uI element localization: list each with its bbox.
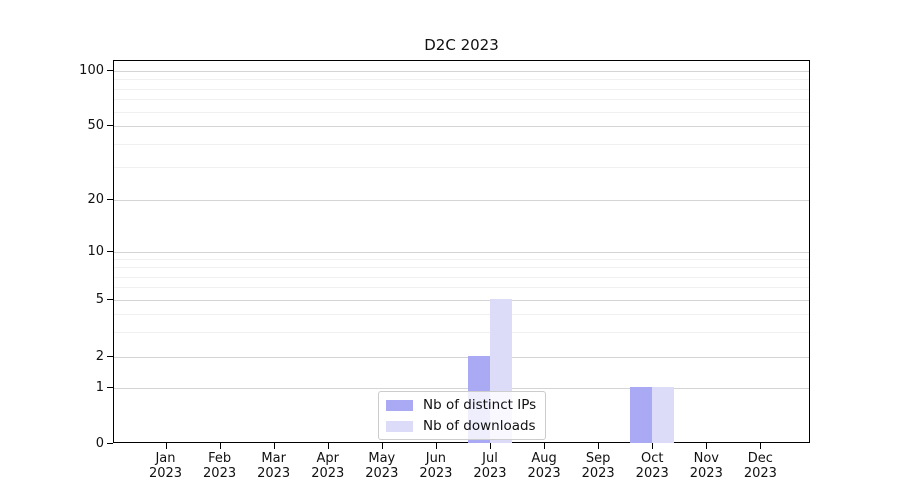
gridline-minor (114, 259, 809, 261)
gridline-minor (114, 276, 809, 278)
x-tick-mark (489, 443, 491, 449)
legend: Nb of distinct IPs Nb of downloads (378, 391, 546, 440)
x-tick-mark (544, 443, 546, 449)
x-tick-mark (598, 443, 600, 449)
x-tick-month: May (368, 451, 396, 466)
legend-swatch (386, 420, 413, 432)
gridline-major (114, 200, 809, 201)
y-tick-label: 10 (87, 243, 104, 259)
x-tick-label: Nov 2023 (676, 451, 736, 481)
gridline-major (114, 388, 809, 389)
gridline-major (114, 357, 809, 358)
x-tick-mark (652, 443, 654, 449)
x-tick-year: 2023 (311, 466, 345, 481)
x-tick-mark (327, 443, 329, 449)
x-tick-label: Feb 2023 (190, 451, 250, 481)
gridline-minor (114, 313, 809, 315)
x-tick-year: 2023 (473, 466, 507, 481)
legend-row: Nb of downloads (386, 418, 537, 434)
gridline-minor (114, 79, 809, 81)
gridline-minor (114, 287, 809, 289)
x-tick-year: 2023 (419, 466, 453, 481)
x-tick-mark (273, 443, 275, 449)
x-tick-mark (706, 443, 708, 449)
legend-swatch (386, 399, 413, 411)
x-tick-label: Jul 2023 (460, 451, 520, 481)
y-tick-label: 1 (95, 379, 104, 395)
bar-nb-of-distinct-ips-oct (630, 387, 653, 443)
gridline-major (114, 71, 809, 72)
gridline-minor (114, 144, 809, 146)
y-tick-mark (107, 387, 113, 388)
legend-row: Nb of distinct IPs (386, 397, 537, 413)
gridline-minor (114, 167, 809, 169)
gridline-minor (114, 111, 809, 113)
plot-area (113, 60, 810, 443)
y-tick-mark (107, 125, 113, 126)
x-tick-mark (219, 443, 221, 449)
y-tick-mark (107, 299, 113, 300)
x-tick-month: Jan (155, 451, 176, 466)
x-tick-label: Apr 2023 (298, 451, 358, 481)
y-tick-label: 0 (95, 435, 104, 451)
y-tick-mark (107, 443, 113, 444)
x-tick-label: Mar 2023 (244, 451, 304, 481)
x-tick-mark (381, 443, 383, 449)
legend-label: Nb of distinct IPs (423, 397, 537, 413)
gridline-major (114, 300, 809, 301)
gridline-minor (114, 88, 809, 90)
x-tick-year: 2023 (257, 466, 291, 481)
y-tick-mark (107, 70, 113, 71)
x-tick-month: Nov (693, 451, 719, 466)
x-tick-label: Aug 2023 (514, 451, 574, 481)
y-tick-label: 5 (95, 291, 104, 307)
x-tick-label: Oct 2023 (622, 451, 682, 481)
y-tick-label: 20 (87, 191, 104, 207)
y-tick-label: 2 (95, 348, 104, 364)
y-tick-label: 50 (87, 117, 104, 133)
x-tick-label: Dec 2023 (730, 451, 790, 481)
gridline-major (114, 126, 809, 127)
gridline-minor (114, 331, 809, 333)
x-tick-month: Jun (425, 451, 447, 466)
x-tick-label: Jun 2023 (406, 451, 466, 481)
x-tick-month: Apr (316, 451, 339, 466)
gridline-minor (114, 99, 809, 101)
y-tick-mark (107, 199, 113, 200)
x-tick-month: Jul (482, 451, 498, 466)
legend-label: Nb of downloads (423, 418, 536, 434)
x-tick-month: Dec (747, 451, 773, 466)
x-tick-year: 2023 (635, 466, 669, 481)
x-tick-mark (760, 443, 762, 449)
x-tick-month: Aug (531, 451, 557, 466)
gridline-major (114, 252, 809, 253)
y-tick-mark (107, 356, 113, 357)
x-tick-year: 2023 (743, 466, 777, 481)
x-tick-month: Mar (261, 451, 286, 466)
x-tick-mark (435, 443, 437, 449)
x-tick-label: May 2023 (352, 451, 412, 481)
x-tick-year: 2023 (689, 466, 723, 481)
x-tick-label: Jan 2023 (136, 451, 196, 481)
x-tick-mark (165, 443, 167, 449)
x-tick-month: Sep (585, 451, 611, 466)
x-tick-year: 2023 (203, 466, 237, 481)
bar-nb-of-downloads-oct (652, 387, 675, 443)
gridline-minor (114, 267, 809, 269)
y-tick-mark (107, 251, 113, 252)
y-tick-label: 100 (79, 62, 104, 78)
x-tick-year: 2023 (527, 466, 561, 481)
x-tick-year: 2023 (581, 466, 615, 481)
chart-title: D2C 2023 (424, 36, 499, 54)
x-tick-year: 2023 (365, 466, 399, 481)
x-tick-month: Oct (640, 451, 664, 466)
x-tick-label: Sep 2023 (568, 451, 628, 481)
x-tick-year: 2023 (148, 466, 183, 481)
x-tick-month: Feb (208, 451, 232, 466)
